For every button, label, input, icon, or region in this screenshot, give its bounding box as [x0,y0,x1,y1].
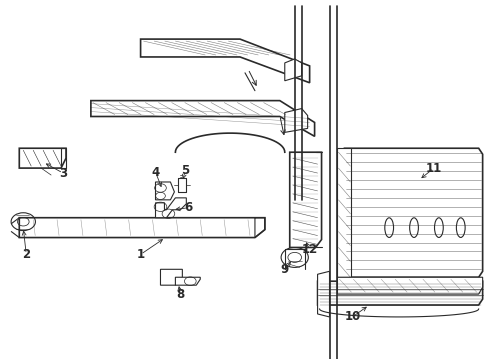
Text: 10: 10 [344,310,360,323]
Text: 4: 4 [151,166,159,179]
Text: 5: 5 [181,163,189,176]
Text: 2: 2 [22,248,30,261]
Polygon shape [19,218,264,238]
Polygon shape [317,271,329,317]
Polygon shape [337,277,482,294]
Ellipse shape [434,218,442,238]
Polygon shape [284,59,301,81]
Polygon shape [344,148,482,277]
Polygon shape [155,198,186,218]
Text: 6: 6 [184,201,192,214]
Ellipse shape [384,218,393,238]
Polygon shape [317,281,482,305]
Polygon shape [289,152,321,247]
Polygon shape [141,39,309,83]
Text: 3: 3 [59,167,67,180]
Polygon shape [337,148,351,277]
Polygon shape [155,182,174,200]
Text: 8: 8 [176,288,184,301]
Polygon shape [19,148,66,168]
Text: 9: 9 [280,263,288,276]
Text: 12: 12 [301,243,317,256]
Polygon shape [175,277,200,285]
Polygon shape [284,109,307,132]
Text: 11: 11 [425,162,441,175]
Text: 1: 1 [136,248,144,261]
Polygon shape [160,269,182,285]
Polygon shape [91,100,314,136]
Ellipse shape [409,218,418,238]
Ellipse shape [455,218,464,238]
